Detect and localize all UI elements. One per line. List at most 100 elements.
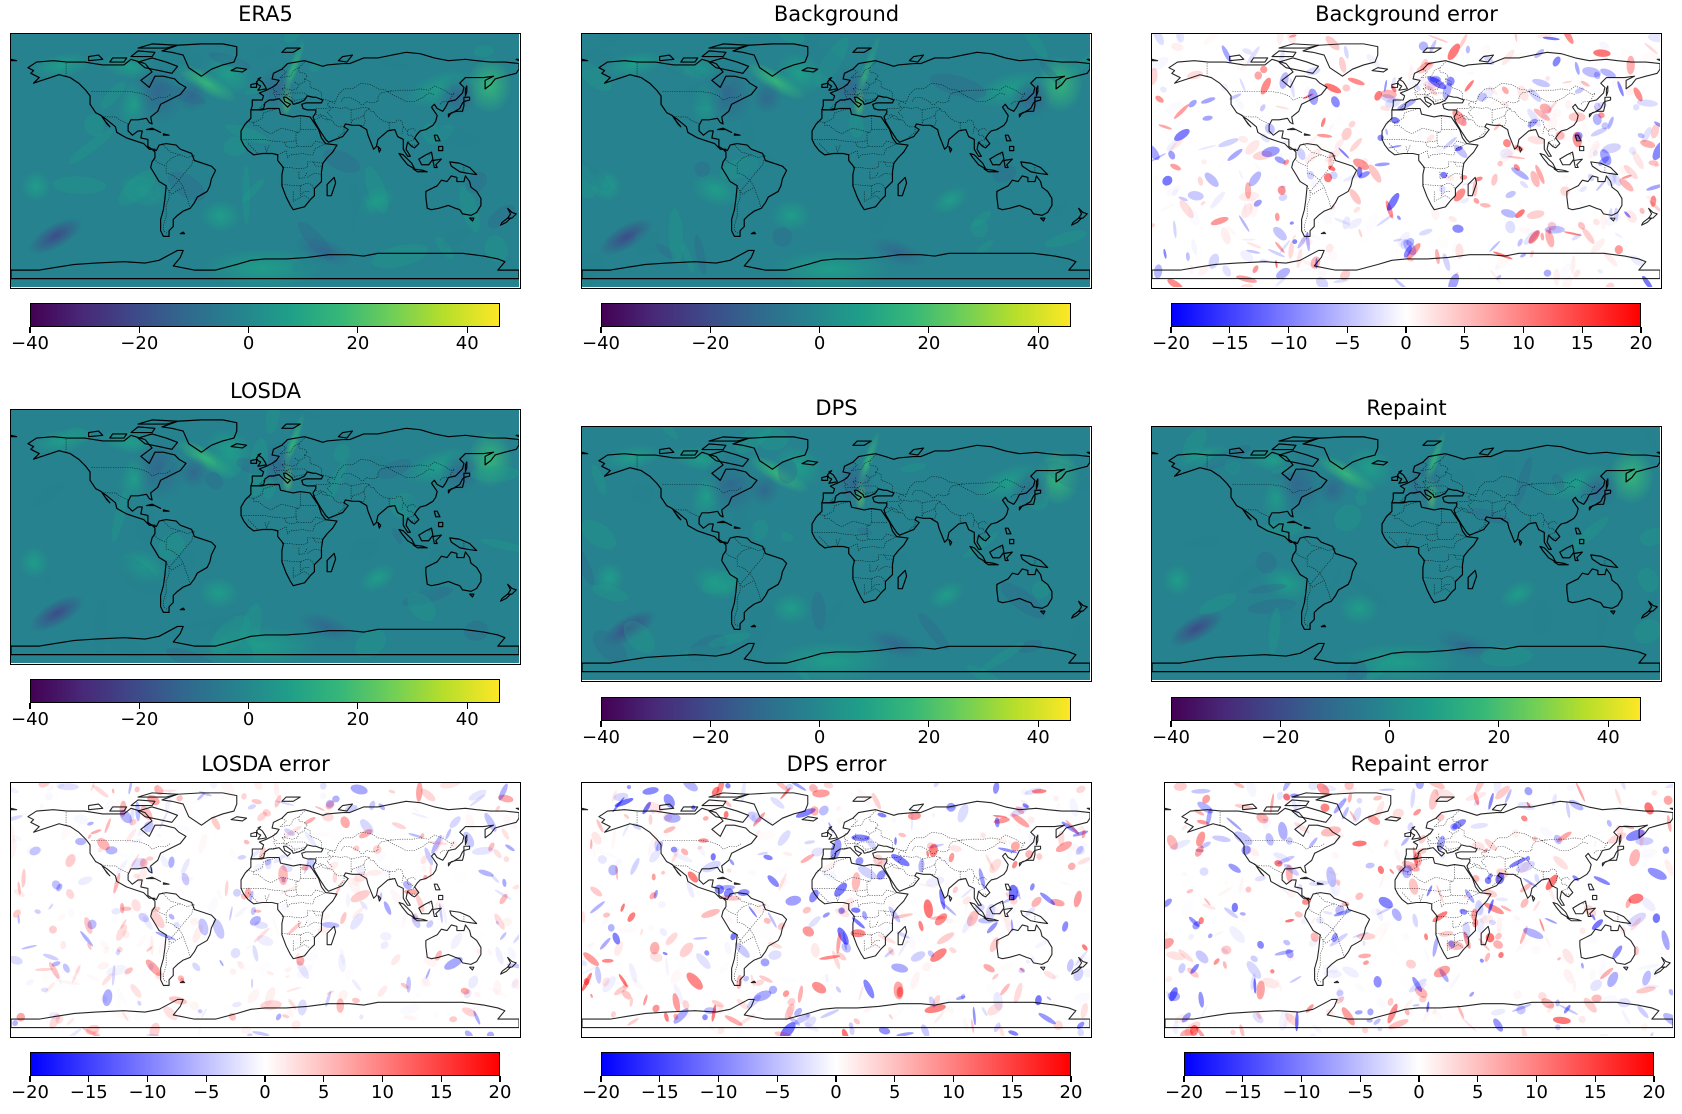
colorbar-tick-label: −20 — [120, 333, 159, 354]
colorbar-tick — [1300, 1076, 1303, 1082]
colorbar-tick — [1581, 327, 1583, 333]
colorbar — [601, 697, 1071, 721]
heatmap-field — [581, 426, 1092, 682]
colorbar-tick — [1607, 721, 1609, 727]
panel-title: DPS — [815, 396, 858, 420]
colorbar-tick — [1464, 327, 1466, 333]
colorbar-tick — [1287, 327, 1290, 333]
colorbar-tick — [1389, 721, 1391, 727]
world-map — [1152, 34, 1660, 287]
world-map — [582, 783, 1090, 1036]
colorbar-tick — [1498, 721, 1500, 727]
colorbar-tick — [264, 1076, 266, 1082]
colorbar-tick-label: 0 — [1383, 727, 1396, 748]
colorbar-tick — [835, 1076, 837, 1082]
colorbar-tick-label: −40 — [11, 709, 49, 730]
colorbar-tick-label: −15 — [1223, 1082, 1262, 1103]
colorbar-tick — [1070, 1076, 1072, 1082]
colorbar-tick-label: 0 — [242, 333, 255, 354]
colorbar-tick — [248, 327, 250, 333]
colorbar-tick-label: 10 — [1525, 1082, 1548, 1103]
colorbar-tick-label: 15 — [429, 1082, 453, 1103]
colorbar — [30, 303, 500, 327]
colorbar-tick — [440, 1076, 442, 1082]
colorbar-tick — [709, 327, 711, 333]
colorbar-tick-label: 0 — [259, 1082, 271, 1103]
colorbar-tick-label: 10 — [942, 1082, 965, 1103]
colorbar-tick-label: 15 — [1000, 1082, 1024, 1103]
colorbar — [601, 1052, 1071, 1076]
panel-title: Repaint — [1366, 396, 1447, 420]
panel-title: ERA5 — [238, 2, 293, 26]
colorbar-tick-label: 20 — [917, 333, 941, 354]
colorbar-tick — [357, 327, 359, 333]
colorbar-tick-label: −40 — [1152, 727, 1190, 748]
colorbar-tick-label: 15 — [1583, 1082, 1607, 1103]
world-map — [11, 34, 519, 287]
colorbar-tick — [1170, 327, 1172, 333]
world-map — [582, 34, 1090, 287]
colorbar-tick — [1170, 721, 1172, 727]
heatmap-field — [581, 782, 1092, 1038]
colorbar — [1171, 303, 1641, 327]
colorbar-tick-label: −10 — [1282, 1082, 1321, 1103]
colorbar — [601, 303, 1071, 327]
colorbar-tick-label: 15 — [1570, 333, 1594, 354]
colorbar-tick-label: 20 — [1642, 1082, 1666, 1103]
colorbar-tick — [1242, 1076, 1244, 1082]
colorbar-tick — [1229, 327, 1231, 333]
colorbar-tick-label: −20 — [691, 727, 730, 748]
colorbar-tick — [1653, 1076, 1655, 1082]
colorbar-tick — [928, 721, 930, 727]
colorbar-tick — [466, 703, 468, 709]
colorbar-tick-label: 20 — [346, 333, 370, 354]
heatmap-field — [10, 33, 521, 289]
heatmap-field — [1151, 33, 1662, 289]
colorbar-tick-label: −15 — [69, 1082, 108, 1103]
heatmap-field — [581, 33, 1092, 289]
colorbar-tick-label: 20 — [488, 1082, 512, 1103]
colorbar-tick — [323, 1076, 325, 1082]
heatmap-field — [10, 782, 521, 1038]
colorbar-tick — [1346, 327, 1348, 333]
colorbar-tick-label: −20 — [1261, 727, 1300, 748]
colorbar-tick — [600, 327, 602, 333]
colorbar-tick — [894, 1076, 896, 1082]
colorbar-tick-label: −40 — [582, 333, 620, 354]
colorbar-tick — [1037, 721, 1039, 727]
colorbar-tick — [248, 703, 250, 709]
colorbar-tick-label: 5 — [318, 1082, 330, 1103]
colorbar-tick — [138, 327, 140, 333]
colorbar-tick-label: 0 — [242, 709, 255, 730]
world-map — [582, 427, 1090, 680]
colorbar-tick-label: −5 — [1333, 333, 1361, 354]
colorbar-tick — [600, 721, 602, 727]
colorbar-tick — [381, 1076, 384, 1082]
colorbar-tick — [717, 1076, 720, 1082]
colorbar-tick — [357, 703, 359, 709]
colorbar-tick-label: 0 — [1413, 1082, 1425, 1103]
colorbar-tick-label: 20 — [1059, 1082, 1083, 1103]
world-map — [11, 783, 519, 1036]
colorbar-tick-label: −15 — [640, 1082, 679, 1103]
panel-title: Background — [773, 2, 900, 26]
colorbar-tick-label: 10 — [1512, 333, 1535, 354]
colorbar-tick — [146, 1076, 149, 1082]
colorbar-tick-label: 40 — [1026, 333, 1050, 354]
colorbar-tick — [1037, 327, 1039, 333]
colorbar-tick-label: −5 — [763, 1082, 791, 1103]
colorbar-tick-label: −40 — [582, 727, 620, 748]
colorbar-tick-label: 5 — [1472, 1082, 1484, 1103]
colorbar-tick-label: 20 — [1487, 727, 1511, 748]
colorbar-tick-label: −10 — [128, 1082, 167, 1103]
colorbar-tick — [1405, 327, 1407, 333]
colorbar-tick-label: 0 — [1400, 333, 1412, 354]
colorbar-tick — [1522, 327, 1525, 333]
colorbar-tick — [776, 1076, 778, 1082]
colorbar-tick-label: 40 — [455, 709, 479, 730]
colorbar-tick — [138, 703, 140, 709]
colorbar-tick-label: −10 — [699, 1082, 738, 1103]
world-map — [1152, 427, 1660, 680]
colorbar-tick-label: 5 — [1459, 333, 1471, 354]
colorbar-tick-label: 20 — [1629, 333, 1653, 354]
